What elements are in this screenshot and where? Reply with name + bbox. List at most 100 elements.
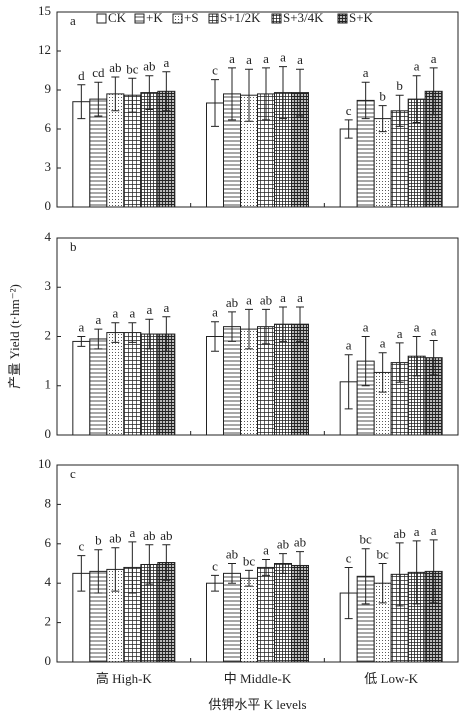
error-bar <box>429 539 438 604</box>
significance-letter: ab <box>226 546 238 561</box>
error-bar <box>145 75 154 110</box>
significance-letter: cd <box>92 65 105 80</box>
panel-label: b <box>70 239 77 254</box>
significance-letter: c <box>212 63 218 78</box>
error-bar <box>279 66 287 120</box>
significance-letter: a <box>229 51 235 66</box>
significance-letter: b <box>379 89 386 104</box>
legend-swatch <box>271 13 282 24</box>
legend-label: CK <box>108 10 127 25</box>
significance-letter: a <box>263 51 269 66</box>
y-tick-label: 15 <box>38 3 51 18</box>
error-bar <box>344 354 353 410</box>
error-bar <box>262 67 270 121</box>
significance-letter: a <box>414 319 420 334</box>
error-bar <box>94 81 103 117</box>
error-bar <box>361 81 370 120</box>
error-bar <box>128 322 137 343</box>
y-tick-label: 0 <box>45 653 52 668</box>
error-bar <box>211 79 219 127</box>
bar <box>223 326 241 436</box>
significance-letter: bc <box>377 546 390 561</box>
significance-letter: ab <box>109 60 121 75</box>
error-bar <box>111 76 120 112</box>
significance-letter: ab <box>226 295 238 310</box>
significance-letter: a <box>112 306 118 321</box>
significance-letter: ab <box>143 59 155 74</box>
bar <box>223 572 241 663</box>
error-bar <box>429 339 438 376</box>
significance-letter: a <box>297 290 303 305</box>
x-tick-label: 低 Low-K <box>364 671 418 686</box>
error-bar <box>429 67 438 116</box>
error-bar <box>128 541 137 594</box>
y-tick-label: 4 <box>45 229 52 244</box>
y-tick-label: 1 <box>45 377 52 392</box>
y-tick-label: 0 <box>45 426 52 441</box>
error-bar <box>279 553 287 574</box>
significance-letter: bc <box>360 532 373 547</box>
error-bar <box>361 548 370 605</box>
significance-letter: a <box>163 55 169 70</box>
error-bar <box>296 68 304 117</box>
significance-letter: a <box>146 302 152 317</box>
significance-letter: a <box>414 59 420 74</box>
error-bar <box>344 566 353 620</box>
significance-letter: a <box>246 292 252 307</box>
error-bar <box>361 336 370 387</box>
y-tick-label: 6 <box>45 120 52 135</box>
legend-swatch <box>96 13 107 24</box>
error-bar <box>94 328 103 350</box>
error-bar <box>262 308 270 345</box>
legend-label: +S <box>184 10 199 25</box>
bar <box>291 564 309 663</box>
y-tick-label: 0 <box>45 198 52 213</box>
error-bar <box>412 336 421 377</box>
legend-label: S+1/2K <box>220 10 261 25</box>
bar <box>339 128 358 208</box>
error-bar <box>211 574 219 592</box>
y-tick-label: 3 <box>45 159 52 174</box>
error-bar <box>412 75 421 123</box>
error-bar <box>77 555 86 592</box>
significance-letter: a <box>129 306 135 321</box>
error-bar <box>228 67 236 121</box>
significance-letter: a <box>363 65 369 80</box>
bar <box>274 563 292 663</box>
legend-label: S+K <box>349 10 374 25</box>
significance-letter: a <box>280 50 286 65</box>
error-bar <box>162 316 171 352</box>
significance-letter: a <box>163 300 169 315</box>
error-bar <box>211 321 219 352</box>
y-tick-label: 6 <box>45 535 52 550</box>
x-tick-label: 中 Middle-K <box>224 671 292 686</box>
significance-letter: ab <box>394 526 406 541</box>
error-bar <box>111 547 120 592</box>
significance-letter: ab <box>109 531 121 546</box>
x-axis-label: 供钾水平 K levels <box>208 697 306 712</box>
y-tick-label: 2 <box>45 327 52 342</box>
y-tick-label: 3 <box>45 278 52 293</box>
significance-letter: a <box>246 52 252 67</box>
legend-label: S+3/4K <box>283 10 324 25</box>
legend-swatch <box>208 13 219 24</box>
error-bar <box>296 551 304 580</box>
significance-letter: ab <box>143 528 155 543</box>
error-bar <box>245 569 253 587</box>
error-bar <box>279 306 287 342</box>
panel-label: a <box>70 13 76 28</box>
error-bar <box>145 318 154 350</box>
significance-letter: a <box>431 51 437 66</box>
significance-letter: d <box>78 68 85 83</box>
significance-letter: a <box>212 305 218 320</box>
bar <box>123 332 142 436</box>
legend-swatch <box>134 13 145 24</box>
error-bar <box>128 77 137 113</box>
error-bar <box>395 94 404 127</box>
y-tick-label: 2 <box>45 614 52 629</box>
legend-swatch <box>172 13 183 24</box>
significance-letter: a <box>431 323 437 338</box>
error-bar <box>412 540 421 605</box>
significance-letter: ab <box>277 537 289 552</box>
legend-label: +K <box>146 10 163 25</box>
